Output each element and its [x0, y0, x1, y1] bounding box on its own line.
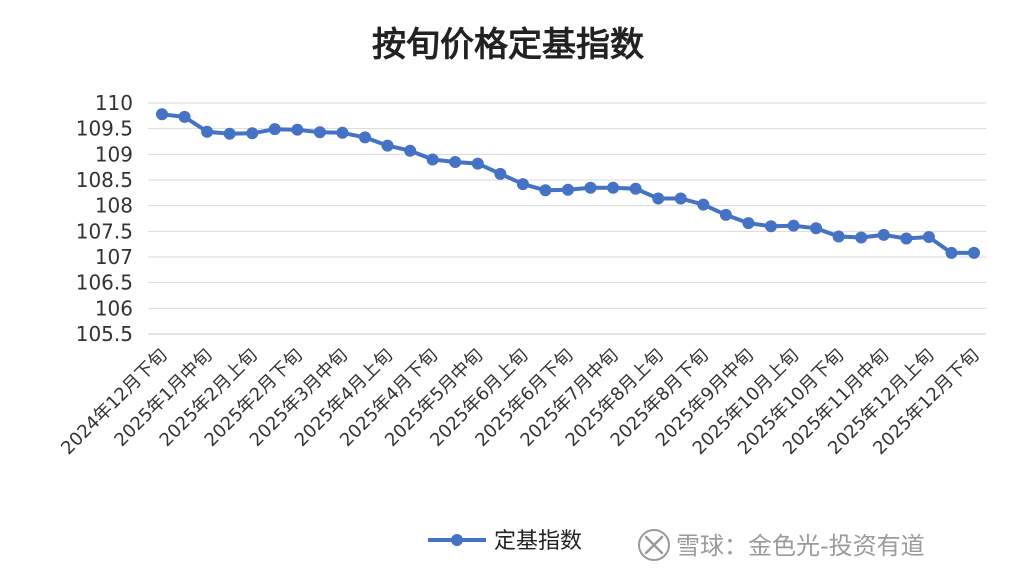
y-tick-label: 105.5: [76, 322, 133, 346]
data-point: [291, 123, 304, 136]
data-point: [381, 139, 394, 152]
data-point: [629, 182, 642, 195]
data-point: [268, 123, 281, 136]
y-tick-label: 106: [95, 296, 133, 320]
data-point: [313, 126, 326, 139]
data-point: [404, 144, 417, 157]
data-point: [832, 230, 845, 243]
data-point: [471, 157, 484, 170]
y-tick-label: 107.5: [76, 219, 133, 243]
gridlines: [148, 102, 986, 309]
data-point: [178, 110, 191, 123]
y-tick-label: 110: [95, 91, 133, 115]
data-point: [449, 156, 462, 169]
data-point: [719, 208, 732, 221]
watermark: 雪球：金色光-投资有道: [638, 529, 925, 561]
data-point: [877, 228, 890, 241]
data-point: [156, 108, 168, 121]
y-tick-label: 108.5: [76, 168, 133, 192]
data-point: [336, 126, 349, 139]
data-point: [968, 246, 980, 259]
y-tick-label: 107: [95, 245, 133, 269]
legend-marker: [451, 534, 463, 546]
data-point: [494, 167, 507, 180]
data-point: [201, 125, 214, 138]
data-point: [539, 184, 552, 197]
data-point: [652, 192, 665, 205]
data-point: [426, 153, 439, 166]
data-point: [584, 181, 597, 194]
series-dingji: [156, 108, 980, 259]
data-point: [787, 219, 800, 232]
data-point: [900, 232, 913, 245]
data-point: [810, 222, 823, 235]
data-point: [674, 192, 687, 205]
data-point: [246, 127, 259, 140]
y-tick-label: 109.5: [76, 117, 133, 141]
legend: 定基指数: [428, 529, 582, 554]
data-point: [945, 246, 958, 259]
data-point: [697, 198, 710, 211]
watermark-text: 雪球：金色光-投资有道: [676, 532, 925, 560]
snowball-logo-icon: [638, 529, 670, 561]
y-tick-label: 109: [95, 142, 133, 166]
data-point: [607, 181, 620, 194]
x-axis: 2024年12月下旬2025年1月中旬2025年2月上旬2025年2月下旬202…: [57, 345, 983, 459]
data-point: [742, 217, 755, 230]
data-point: [359, 131, 371, 144]
data-point: [562, 183, 574, 196]
chart-title: 按旬价格定基指数: [372, 25, 644, 65]
y-tick-label: 108: [95, 194, 133, 218]
data-point: [765, 220, 777, 233]
data-point: [922, 230, 935, 243]
series-line: [161, 112, 974, 255]
data-point: [855, 231, 868, 244]
data-point: [516, 178, 529, 191]
legend-label: 定基指数: [494, 529, 582, 554]
data-point: [223, 127, 236, 140]
y-tick-label: 106.5: [76, 271, 133, 295]
